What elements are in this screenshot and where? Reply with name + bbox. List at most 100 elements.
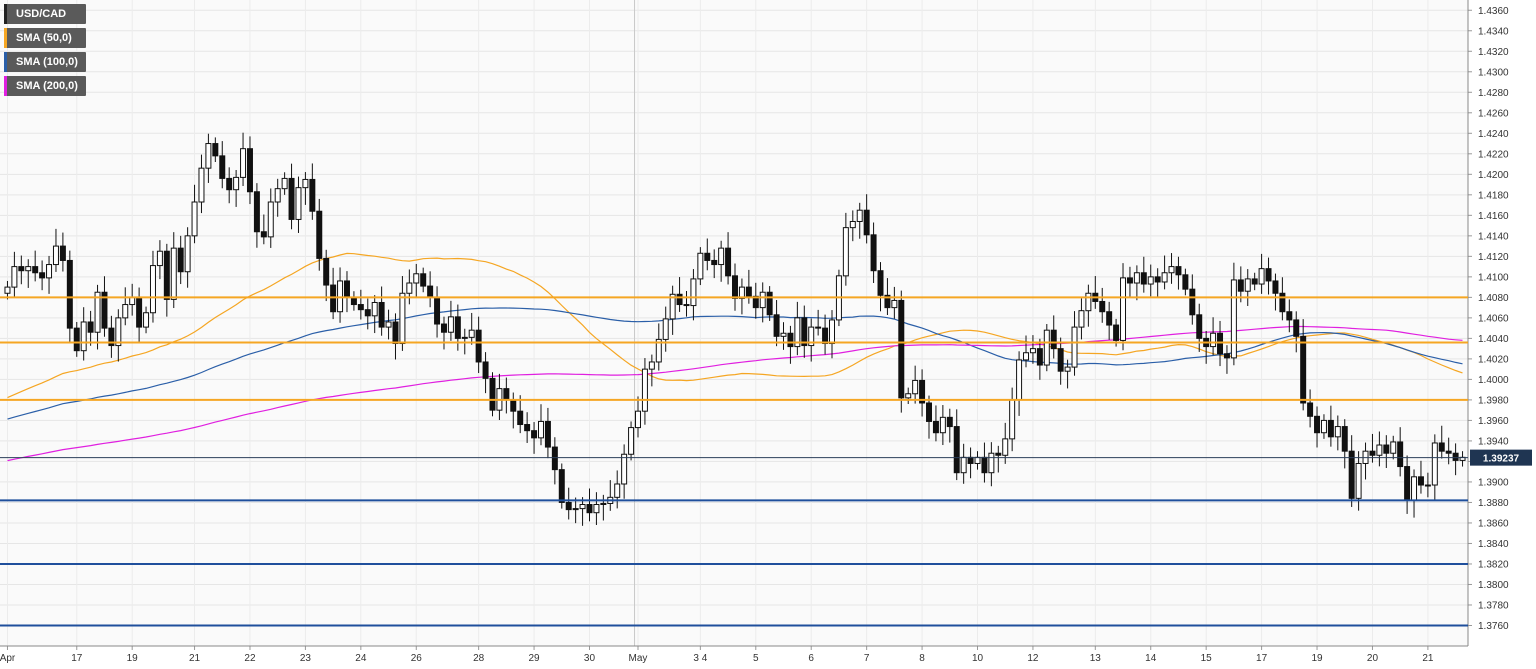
candle-bullish[interactable] [614,483,621,498]
candle-bullish[interactable] [80,321,87,352]
candle-bullish[interactable] [267,201,274,238]
candle-bearish[interactable] [1300,335,1307,404]
legend-item-sma-50[interactable]: SMA (50,0) [4,28,86,48]
candle-bullish[interactable] [1147,276,1154,285]
candle-bearish[interactable] [995,452,1002,456]
candle-bullish[interactable] [1168,266,1175,274]
candle-bearish[interactable] [524,424,531,432]
candle-bearish[interactable] [787,332,794,348]
candle-bearish[interactable] [1279,292,1286,313]
candle-bullish[interactable] [1009,399,1016,440]
candle-bearish[interactable] [226,177,233,191]
candle-bullish[interactable] [413,273,420,284]
candle-bearish[interactable] [32,266,39,274]
legend-item-sma-100[interactable]: SMA (100,0) [4,52,86,72]
candle-bearish[interactable] [1327,419,1334,438]
candle-bearish[interactable] [801,317,808,347]
candle-bullish[interactable] [25,266,32,272]
candle-bullish[interactable] [302,178,309,189]
candle-bearish[interactable] [558,469,565,503]
candle-bearish[interactable] [1099,300,1106,313]
candle-bullish[interactable] [697,252,704,280]
candle-bullish[interactable] [1064,366,1071,372]
candle-bullish[interactable] [170,247,177,300]
candle-bullish[interactable] [759,291,766,309]
candle-bearish[interactable] [427,285,434,298]
candle-bullish[interactable] [912,379,919,395]
candle-bearish[interactable] [1217,332,1224,355]
candle-bullish[interactable] [46,264,53,279]
candle-bearish[interactable] [475,329,482,363]
candle-bearish[interactable] [1050,329,1057,350]
candle-bearish[interactable] [953,426,960,474]
candle-bullish[interactable] [94,291,101,333]
candle-bearish[interactable] [288,177,295,220]
candle-bullish[interactable] [669,293,676,320]
candle-bearish[interactable] [246,148,253,193]
candle-bullish[interactable] [1016,359,1023,401]
candle-bearish[interactable] [967,456,974,464]
candle-bearish[interactable] [1348,450,1355,499]
candle-bullish[interactable] [295,187,302,220]
candle-bearish[interactable] [378,301,385,328]
candle-bullish[interactable] [635,410,641,429]
candle-bullish[interactable] [1411,476,1418,501]
candle-bearish[interactable] [676,293,683,306]
candle-bullish[interactable] [399,292,406,345]
legend-item-usdcad[interactable]: USD/CAD [4,4,86,24]
candle-bearish[interactable] [1397,441,1404,468]
candle-bearish[interactable] [732,275,738,299]
candle-bearish[interactable] [1445,450,1452,454]
candle-bearish[interactable] [510,399,517,412]
candle-bullish[interactable] [1376,444,1383,456]
candle-bearish[interactable] [551,446,558,471]
candle-bearish[interactable] [531,430,538,439]
candle-bearish[interactable] [1126,277,1133,284]
candle-bullish[interactable] [718,247,725,266]
candle-bullish[interactable] [1043,329,1050,366]
candle-bearish[interactable] [1106,311,1113,326]
candle-bullish[interactable] [905,393,912,399]
candle-bearish[interactable] [1369,450,1376,456]
candle-bullish[interactable] [115,317,122,347]
candle-bullish[interactable] [621,453,628,485]
candle-bearish[interactable] [440,323,447,333]
candle-bullish[interactable] [1078,310,1085,328]
candle-bearish[interactable] [683,304,690,307]
candle-bearish[interactable] [350,296,357,306]
candle-bullish[interactable] [274,188,281,203]
candle-bearish[interactable] [1237,279,1244,292]
candle-bearish[interactable] [87,321,94,333]
candle-bearish[interactable] [18,266,25,272]
candle-bearish[interactable] [822,327,829,345]
candle-bullish[interactable] [1133,272,1140,284]
candle-bullish[interactable] [233,176,240,191]
candle-bearish[interactable] [586,503,593,514]
candle-bearish[interactable] [392,321,399,345]
candle-bearish[interactable] [434,296,441,325]
candle-bearish[interactable] [489,377,496,411]
candle-bearish[interactable] [926,402,933,422]
candle-bullish[interactable] [156,250,163,267]
candle-bearish[interactable] [59,245,66,261]
candle-bearish[interactable] [1417,476,1424,486]
candle-bearish[interactable] [1196,314,1203,339]
candle-bearish[interactable] [136,296,143,328]
candle-bearish[interactable] [946,416,953,428]
candle-bearish[interactable] [745,286,752,297]
candle-bullish[interactable] [1431,442,1438,486]
candle-bullish[interactable] [537,420,544,439]
legend-item-sma-200[interactable]: SMA (200,0) [4,76,86,96]
candle-bearish[interactable] [101,291,108,329]
candle-bearish[interactable] [1251,278,1258,285]
candle-bearish[interactable] [1223,353,1230,359]
candle-bullish[interactable] [184,235,191,273]
candle-bullish[interactable] [240,148,247,178]
candle-bullish[interactable] [4,286,11,294]
candle-bearish[interactable] [323,257,330,286]
candle-bullish[interactable] [641,368,648,412]
candle-bearish[interactable] [725,247,732,277]
candle-bullish[interactable] [974,456,981,464]
candle-bullish[interactable] [600,502,607,505]
candle-bearish[interactable] [565,501,572,511]
